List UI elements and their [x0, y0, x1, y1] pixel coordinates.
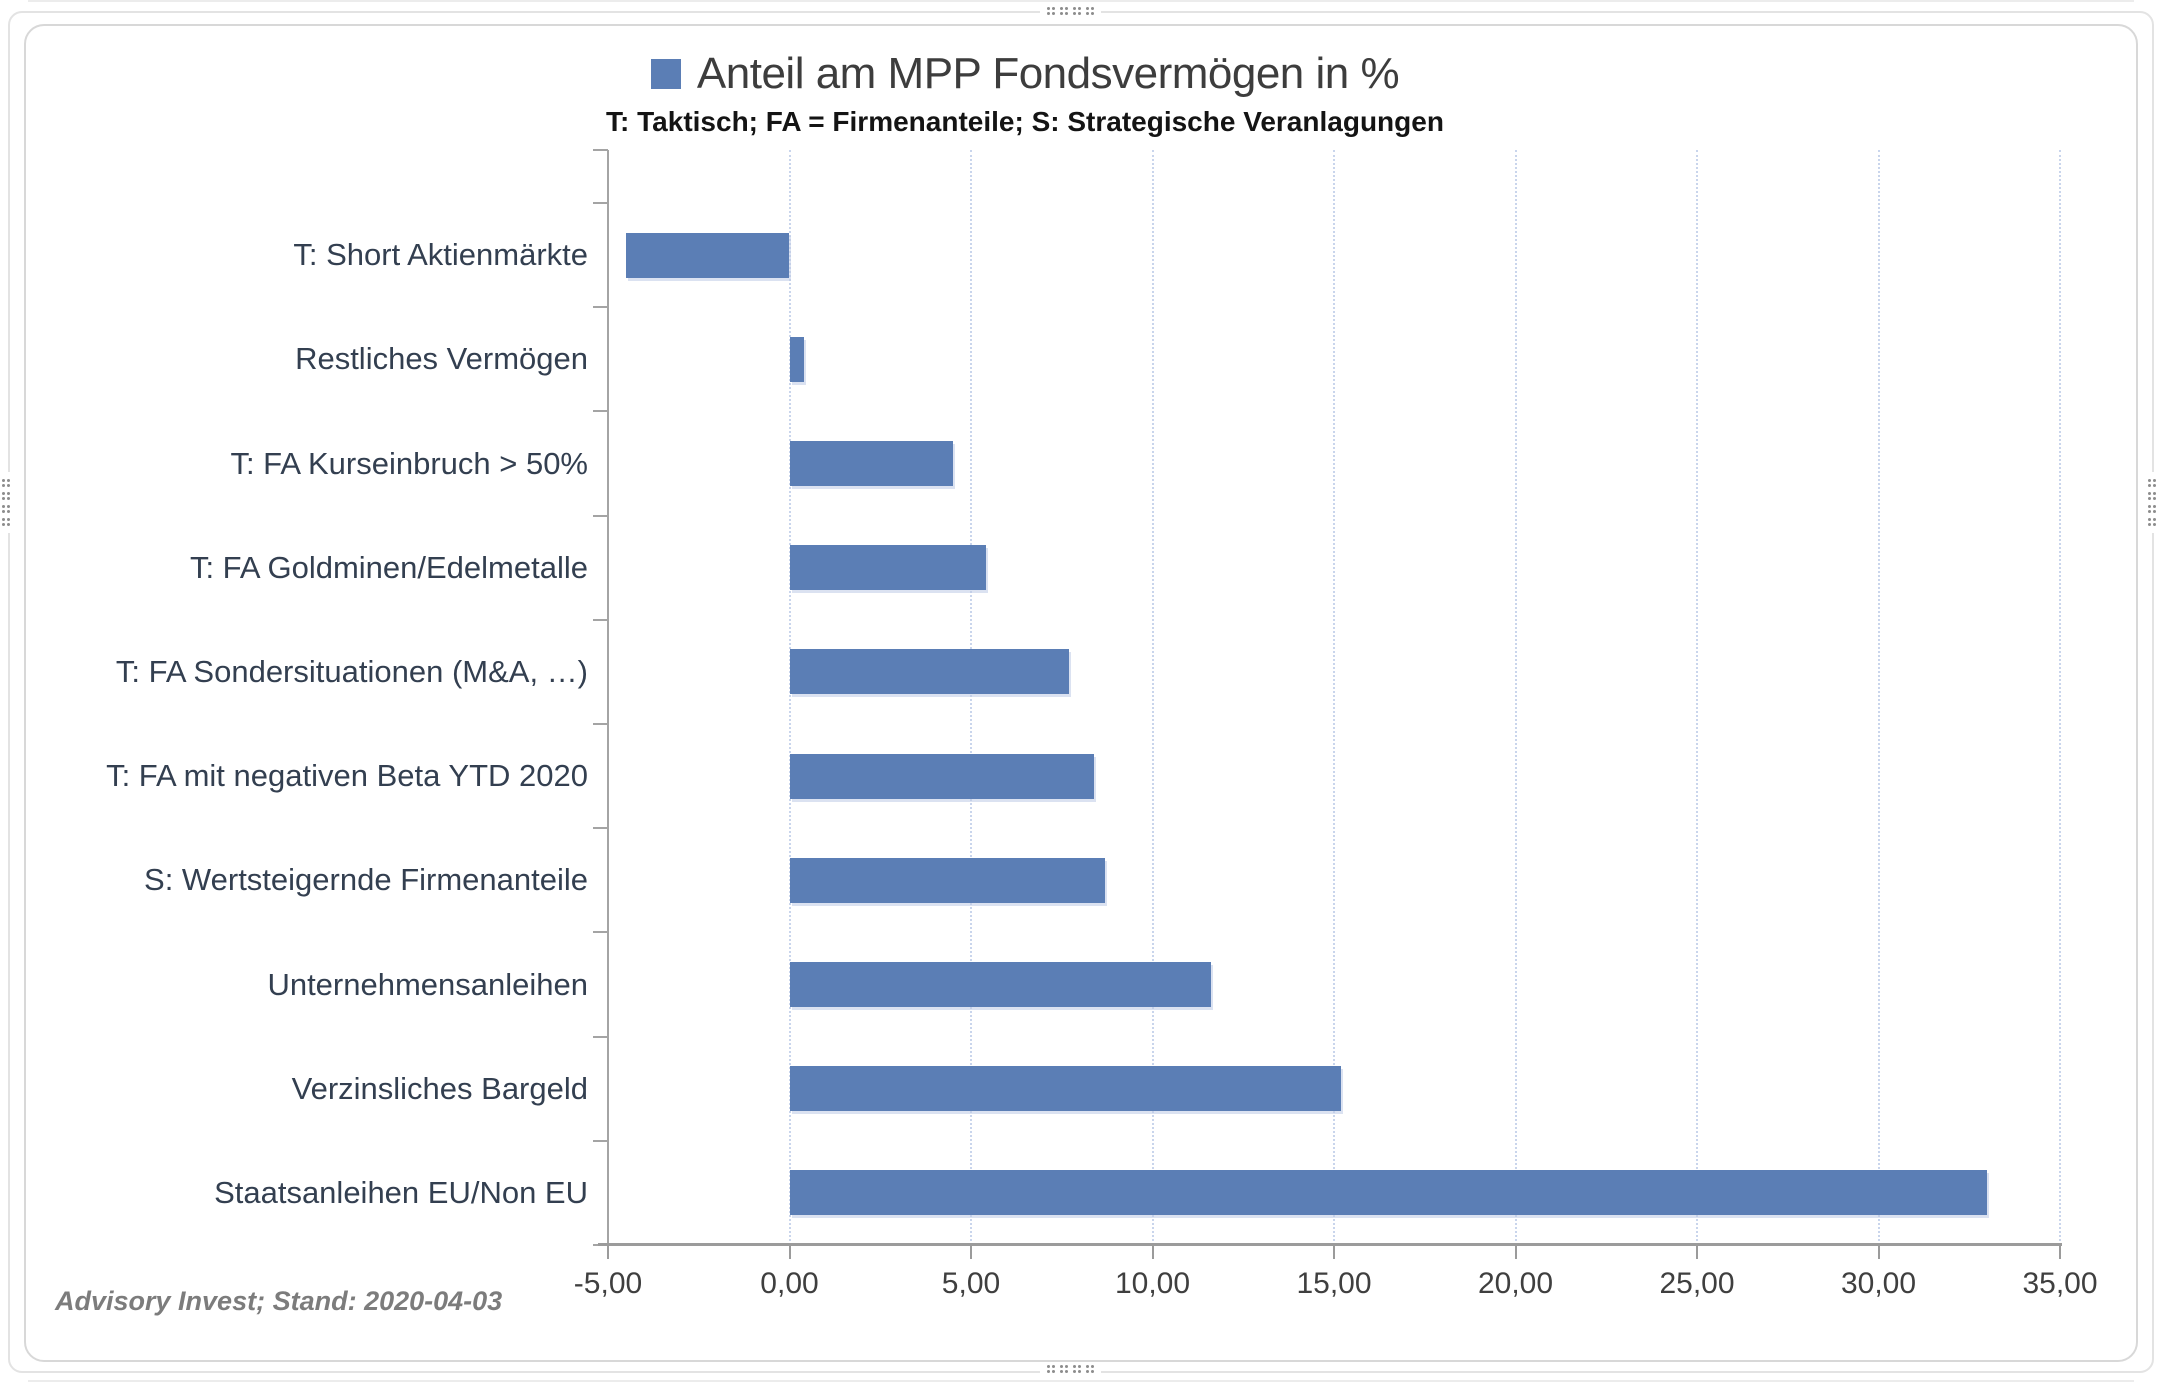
handle-dots-icon [2148, 518, 2156, 526]
gridline-25 [1696, 150, 1698, 1245]
resize-handle-right[interactable] [2146, 472, 2158, 533]
resize-handle-bottom[interactable] [1040, 1362, 1101, 1376]
category-label: T: FA mit negativen Beta YTD 2020 [106, 758, 588, 794]
chart-frame [24, 24, 2138, 1362]
top-edge-line [28, 0, 2134, 2]
value-tick-20 [1514, 1246, 1517, 1259]
value-tick-5 [970, 1246, 972, 1259]
category-label: T: Short Aktienmärkte [293, 237, 588, 273]
gridline-5 [970, 150, 972, 1245]
gridline-10 [1151, 150, 1154, 1245]
legend-marker-icon [650, 59, 681, 89]
value-axis-label: 35,00 [2022, 1267, 2098, 1300]
category-label: T: FA Goldminen/Edelmetalle [189, 549, 588, 585]
handle-dots-icon [1060, 1365, 1068, 1373]
value-tick-30 [1877, 1246, 1880, 1259]
value-axis-label: -5,00 [573, 1267, 643, 1300]
category-tick-0 [593, 202, 608, 204]
gridline-20 [1514, 150, 1517, 1245]
source-note: Advisory Invest; Stand: 2020-04-03 [55, 1286, 503, 1316]
value-axis-label: 20,00 [1477, 1267, 1554, 1300]
bar-6[interactable] [789, 753, 1095, 799]
bar-8[interactable] [789, 962, 1211, 1007]
bar-9[interactable] [789, 1066, 1342, 1112]
handle-dots-icon [2, 492, 10, 500]
value-axis-label: 25,00 [1659, 1267, 1735, 1300]
gridline-15 [1333, 150, 1335, 1245]
value-axis-label: 0,00 [760, 1267, 819, 1300]
category-label: Restliches Vermögen [295, 341, 588, 377]
category-axis-end-tick [593, 149, 608, 151]
category-tick-4 [593, 618, 608, 621]
category-axis-line [607, 150, 609, 1245]
category-axis-labels: T: Short Aktienmärkte Restliches Vermögen… [0, 0, 588, 1382]
handle-dots-icon [1086, 1365, 1094, 1373]
value-tick-35 [2059, 1246, 2061, 1259]
bar-4[interactable] [789, 545, 986, 591]
value-tick-10 [1151, 1246, 1154, 1259]
handle-dots-icon [1073, 7, 1081, 15]
category-tick-8 [593, 1035, 608, 1038]
bottom-edge-line [28, 1380, 2134, 1382]
handle-dots-icon [1073, 1365, 1081, 1373]
category-label: S: Wertsteigernde Firmenanteile [144, 862, 588, 898]
chart-subtitle: T: Taktisch; FA = Firmenanteile; S: Stra… [606, 106, 1444, 137]
handle-dots-icon [2148, 492, 2156, 500]
handle-dots-icon [2, 505, 10, 513]
gridline-30 [1877, 150, 1880, 1245]
handle-dots-icon [2, 479, 10, 487]
category-tick-6 [593, 827, 608, 830]
handle-dots-icon [1047, 1365, 1055, 1373]
bar-1[interactable] [626, 232, 790, 278]
value-axis-label: 30,00 [1840, 1267, 1917, 1300]
category-label: T: FA Sondersituationen (M&A, …) [115, 653, 588, 689]
value-tick-25 [1696, 1246, 1698, 1259]
bar-7[interactable] [789, 857, 1106, 903]
category-label: Staatsanleihen EU/Non EU [214, 1174, 588, 1210]
category-tick-2 [593, 410, 608, 413]
handle-dots-icon [1086, 7, 1094, 15]
handle-dots-icon [1060, 7, 1068, 15]
chart-title: Anteil am MPP Fondsvermögen in % [696, 49, 1400, 98]
category-tick-9 [593, 1139, 608, 1142]
category-tick-3 [593, 514, 608, 517]
value-tick-15 [1333, 1246, 1335, 1259]
bar-5[interactable] [789, 649, 1069, 695]
handle-dots-icon [2148, 505, 2156, 513]
handle-dots-icon [2148, 479, 2156, 487]
value-tick-0 [788, 1246, 791, 1259]
gridline-35 [2059, 150, 2061, 1245]
bar-3[interactable] [789, 441, 953, 486]
handle-dots-icon [2, 518, 10, 526]
category-tick-7 [593, 931, 608, 934]
value-axis-label: 5,00 [941, 1267, 1001, 1300]
value-axis-label: 10,00 [1114, 1267, 1191, 1300]
handle-dots-icon [1047, 7, 1055, 15]
resize-handle-top[interactable] [1040, 4, 1101, 18]
resize-handle-left[interactable] [0, 472, 12, 533]
value-axis-line [598, 1243, 2062, 1246]
category-label: Unternehmensanleihen [267, 966, 588, 1002]
gridline-0 [788, 150, 791, 1245]
chart-header: Anteil am MPP Fondsvermögen in % [0, 48, 2050, 100]
value-axis-label: 15,00 [1296, 1267, 1372, 1300]
value-tick--5 [607, 1246, 609, 1259]
category-label: T: FA Kurseinbruch > 50% [230, 445, 588, 481]
bar-2[interactable] [789, 336, 805, 382]
category-tick-1 [593, 306, 608, 309]
category-label: Verzinsliches Bargeld [291, 1070, 588, 1106]
bar-10[interactable] [789, 1170, 1988, 1216]
category-tick-5 [593, 723, 608, 725]
